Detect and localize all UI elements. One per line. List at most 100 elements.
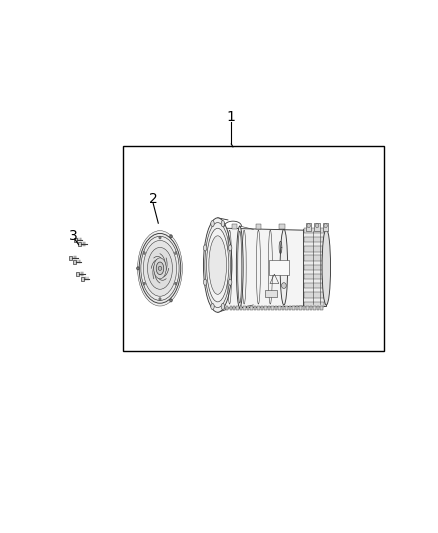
Bar <box>74 238 77 241</box>
Ellipse shape <box>143 240 177 296</box>
Text: 3: 3 <box>69 229 78 243</box>
Bar <box>275 306 277 310</box>
Bar <box>240 306 242 310</box>
Bar <box>279 224 285 229</box>
Circle shape <box>282 282 286 288</box>
Bar <box>244 306 246 310</box>
Bar <box>69 256 72 260</box>
Ellipse shape <box>170 299 172 302</box>
Ellipse shape <box>154 258 166 279</box>
Bar <box>73 260 76 264</box>
Bar <box>293 306 295 310</box>
Bar <box>265 306 267 310</box>
Circle shape <box>175 252 177 254</box>
Circle shape <box>315 224 319 228</box>
Circle shape <box>137 267 139 269</box>
Ellipse shape <box>280 229 288 305</box>
Bar <box>123 146 384 351</box>
Bar <box>265 290 277 297</box>
Ellipse shape <box>211 303 214 310</box>
Bar <box>272 306 274 310</box>
Bar <box>304 302 324 307</box>
Bar <box>310 306 312 310</box>
Ellipse shape <box>204 279 207 285</box>
Circle shape <box>144 252 145 254</box>
Bar <box>282 306 284 310</box>
Bar <box>303 229 326 306</box>
Circle shape <box>170 235 172 237</box>
Bar <box>233 306 235 310</box>
Text: 1: 1 <box>227 110 236 124</box>
Ellipse shape <box>156 262 164 274</box>
Bar <box>237 306 239 310</box>
Bar <box>304 237 324 243</box>
Bar <box>226 306 228 310</box>
Circle shape <box>175 282 177 285</box>
Ellipse shape <box>229 245 232 251</box>
Ellipse shape <box>204 245 207 251</box>
Bar <box>221 229 303 306</box>
Bar <box>306 223 311 231</box>
Ellipse shape <box>148 247 173 289</box>
Circle shape <box>158 266 162 270</box>
Bar <box>268 260 289 276</box>
Bar <box>256 224 261 229</box>
Ellipse shape <box>205 223 230 308</box>
Ellipse shape <box>221 303 225 310</box>
Bar <box>254 306 256 310</box>
Ellipse shape <box>138 231 182 306</box>
Ellipse shape <box>170 235 172 238</box>
Bar <box>232 224 237 229</box>
Bar <box>78 242 81 246</box>
Bar <box>247 306 249 310</box>
Bar <box>76 272 79 276</box>
Bar <box>304 274 324 279</box>
Circle shape <box>143 282 145 285</box>
Circle shape <box>143 252 145 254</box>
Ellipse shape <box>207 228 229 302</box>
Circle shape <box>159 298 160 300</box>
Bar <box>230 306 232 310</box>
Circle shape <box>144 283 145 284</box>
Circle shape <box>159 236 161 239</box>
Bar <box>251 306 253 310</box>
Ellipse shape <box>238 231 242 303</box>
Bar <box>304 246 324 252</box>
Bar <box>304 228 324 233</box>
Circle shape <box>307 224 311 228</box>
Bar <box>323 223 328 231</box>
Circle shape <box>175 252 177 254</box>
Bar <box>258 306 260 310</box>
Bar <box>304 293 324 298</box>
Ellipse shape <box>221 221 225 227</box>
Bar <box>314 223 320 231</box>
Ellipse shape <box>229 279 232 285</box>
Ellipse shape <box>209 236 226 294</box>
Bar <box>286 306 288 310</box>
Bar <box>289 306 291 310</box>
Bar <box>261 306 263 310</box>
Bar <box>317 306 319 310</box>
Ellipse shape <box>139 233 181 303</box>
Ellipse shape <box>322 229 331 305</box>
Bar <box>268 306 270 310</box>
Bar <box>307 306 309 310</box>
Bar <box>303 306 305 310</box>
Bar <box>321 306 323 310</box>
Circle shape <box>159 298 161 301</box>
Bar <box>314 306 316 310</box>
Ellipse shape <box>237 226 243 308</box>
Ellipse shape <box>137 267 139 270</box>
Circle shape <box>175 283 177 284</box>
Circle shape <box>170 300 172 302</box>
Ellipse shape <box>141 236 179 301</box>
Text: 2: 2 <box>149 191 158 206</box>
Bar <box>300 306 302 310</box>
Bar <box>304 255 324 261</box>
Bar <box>296 306 298 310</box>
Bar <box>81 277 84 281</box>
Circle shape <box>324 224 327 228</box>
Bar <box>279 306 281 310</box>
Ellipse shape <box>203 218 232 312</box>
Ellipse shape <box>211 221 214 227</box>
